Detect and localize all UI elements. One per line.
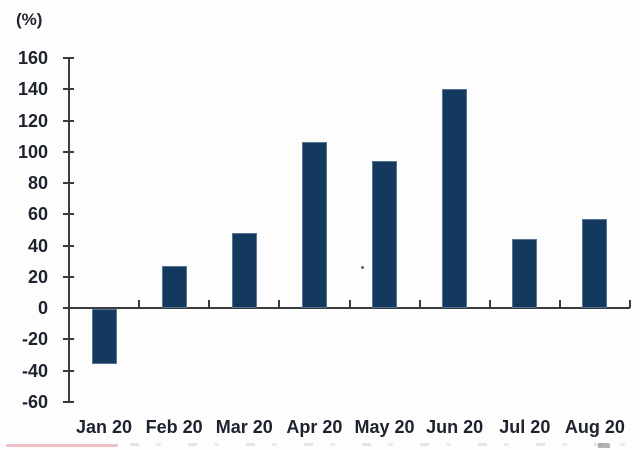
y-tick-label: 100 xyxy=(17,141,48,162)
glyph-edge-artifact xyxy=(598,443,610,448)
x-tick xyxy=(418,300,421,309)
bar-mar-20 xyxy=(231,233,257,309)
y-tick xyxy=(63,150,74,153)
y-tick-label: -60 xyxy=(21,392,48,412)
y-tick-label: 0 xyxy=(37,298,48,319)
y-tick-label: 160 xyxy=(17,48,48,68)
x-category-label: May 20 xyxy=(354,417,415,437)
x-tick xyxy=(488,300,491,309)
y-tick xyxy=(63,244,74,247)
pink-edge-artifact xyxy=(6,444,118,447)
bar-jun-20 xyxy=(442,89,468,309)
y-tick xyxy=(63,369,74,372)
x-tick xyxy=(348,300,351,309)
y-tick xyxy=(63,57,74,59)
y-tick xyxy=(63,182,74,185)
bar-feb-20 xyxy=(161,265,187,309)
x-tick xyxy=(278,300,281,309)
x-tick xyxy=(138,300,141,309)
x-tick xyxy=(629,300,631,309)
y-tick-label: -20 xyxy=(21,329,48,350)
y-tick xyxy=(63,88,74,91)
y-tick-label: 120 xyxy=(17,110,48,131)
x-category-label: Apr 20 xyxy=(286,417,343,437)
bar-jul-20 xyxy=(512,239,538,309)
x-axis-line xyxy=(68,307,630,310)
gray-edge-artifact xyxy=(130,443,630,446)
x-category-label: Jun 20 xyxy=(426,417,484,437)
y-tick xyxy=(63,401,74,403)
stray-dot-artifact xyxy=(361,266,364,269)
y-axis-unit-label: (%) xyxy=(16,10,43,29)
x-tick xyxy=(208,300,211,309)
y-tick-label: 80 xyxy=(27,173,48,194)
bar-jan-20 xyxy=(91,309,117,364)
bar-may-20 xyxy=(372,161,398,309)
y-tick xyxy=(63,275,74,278)
cropped-bottom-artifact xyxy=(0,443,640,449)
y-axis-line xyxy=(68,57,70,403)
y-tick-label: -40 xyxy=(21,360,48,381)
y-tick-label: 40 xyxy=(27,235,48,256)
x-category-label: Mar 20 xyxy=(215,417,273,437)
bar-apr-20 xyxy=(301,142,327,309)
x-category-label: Jan 20 xyxy=(76,417,133,437)
y-tick-label: 60 xyxy=(27,204,48,225)
x-category-label: Jul 20 xyxy=(499,417,551,437)
y-tick-label: 20 xyxy=(27,266,48,287)
bar-aug-20 xyxy=(582,219,608,309)
y-tick xyxy=(63,119,74,122)
y-tick xyxy=(63,213,74,216)
x-category-label: Feb 20 xyxy=(145,417,203,437)
y-tick-label: 140 xyxy=(17,79,48,100)
x-category-label: Aug 20 xyxy=(564,417,625,437)
y-tick xyxy=(63,338,74,341)
x-tick xyxy=(558,300,561,309)
